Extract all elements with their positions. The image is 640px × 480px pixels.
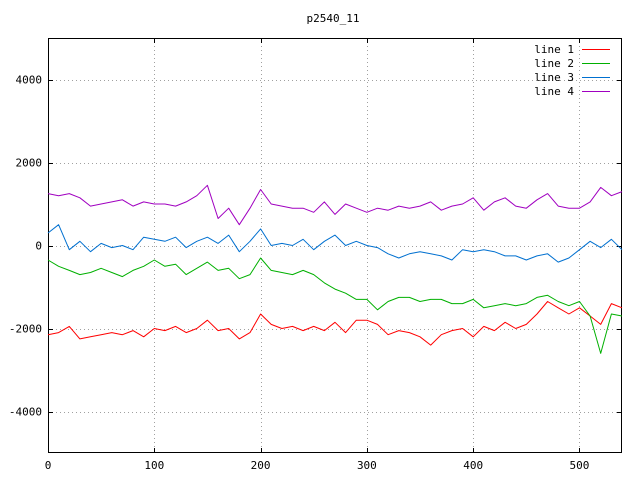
series-line-1 [47, 301, 623, 346]
y-tick-label: -4000 [9, 406, 42, 419]
series-lines [47, 184, 623, 354]
x-tick-label: 500 [570, 459, 590, 472]
series-line-4 [47, 184, 623, 226]
x-tick-label: 0 [45, 459, 52, 472]
legend-label-2: line 2 [534, 57, 574, 70]
legend-label-4: line 4 [534, 85, 574, 98]
x-tick-label: 200 [251, 459, 271, 472]
y-tick-label: 0 [35, 240, 42, 253]
chart-title: p2540_11 [307, 12, 360, 25]
y-tick-label: 4000 [16, 74, 43, 87]
grid-lines [48, 38, 622, 453]
plot-frame [48, 38, 622, 453]
x-tick-labels: 0 100 200 300 400 500 [45, 459, 590, 472]
x-tick-label: 100 [144, 459, 164, 472]
y-tick-label: 2000 [16, 157, 43, 170]
legend-label-1: line 1 [534, 43, 574, 56]
y-tick-labels: -4000 -2000 0 2000 4000 [9, 74, 42, 419]
x-tick-label: 300 [357, 459, 377, 472]
series-line-3 [47, 224, 623, 263]
series-line-2 [47, 257, 623, 354]
y-tick-label: -2000 [9, 323, 42, 336]
axis-ticks [48, 38, 622, 453]
legend-label-3: line 3 [534, 71, 574, 84]
x-tick-label: 400 [463, 459, 483, 472]
